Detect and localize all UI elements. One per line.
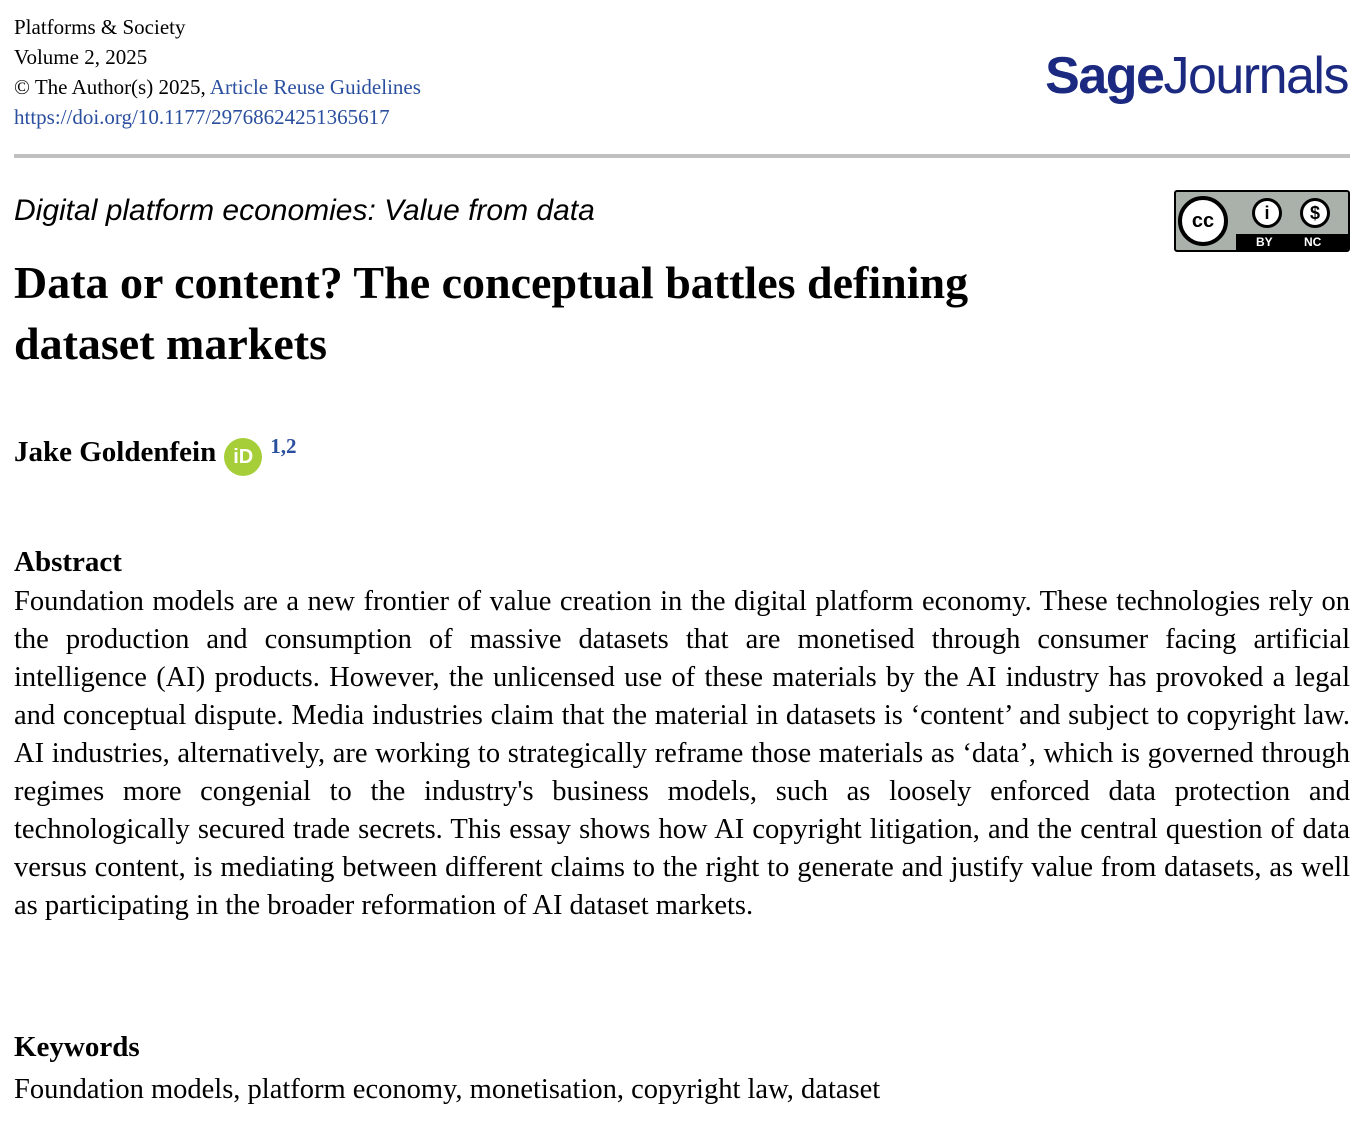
license-labels: BY NC (1236, 234, 1348, 250)
nc-label: NC (1304, 235, 1322, 249)
by-label: BY (1256, 235, 1273, 249)
logo-regular: Journals (1163, 47, 1349, 105)
logo-bold: Sage (1045, 47, 1165, 105)
noncommercial-icon: $ (1300, 198, 1330, 228)
copyright: © The Author(s) 2025, (14, 75, 210, 99)
cc-icon: cc (1178, 196, 1228, 246)
journal-meta: Platforms & Society Volume 2, 2025 © The… (14, 12, 421, 132)
sage-journals-logo: SageJournals (1045, 46, 1349, 106)
doi-link[interactable]: https://doi.org/10.1177/2976862425136561… (14, 105, 390, 129)
keywords-text: Foundation models, platform economy, mon… (14, 1074, 881, 1105)
keywords-heading: Keywords (14, 1031, 140, 1063)
orcid-icon[interactable]: iD (224, 438, 263, 476)
abstract-text: Foundation models are a new frontier of … (14, 586, 1350, 921)
abstract-heading: Abstract (14, 546, 122, 578)
journal-name: Platforms & Society (14, 15, 186, 39)
volume: Volume 2, 2025 (14, 45, 148, 69)
cc-by-nc-license-badge[interactable]: cc i $ BY NC (1174, 190, 1350, 252)
affiliation-link[interactable]: 1,2 (270, 434, 297, 458)
article-title: Data or content? The conceptual battles … (14, 257, 969, 369)
author-line: Jake Goldenfein iD 1,2 (14, 434, 297, 476)
author-name[interactable]: Jake Goldenfein (14, 436, 217, 468)
attribution-icon: i (1252, 198, 1282, 228)
header-divider (14, 154, 1350, 158)
series-title: Digital platform economies: Value from d… (14, 194, 595, 227)
reuse-guidelines-link[interactable]: Article Reuse Guidelines (209, 75, 421, 99)
